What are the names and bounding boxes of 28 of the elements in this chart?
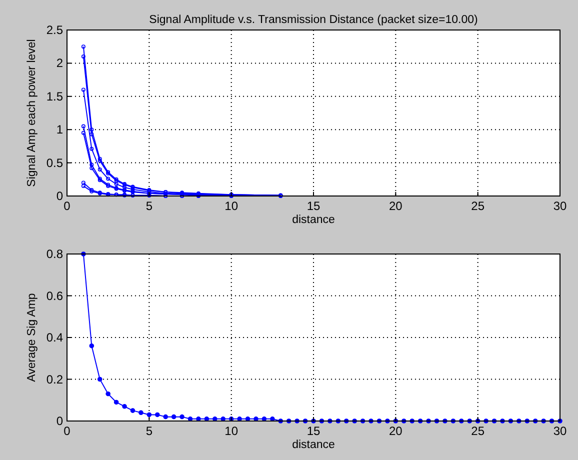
y-tick-label: 2.5 xyxy=(46,23,64,37)
y-tick-label: 1 xyxy=(56,122,64,137)
y-tick-label: 0.6 xyxy=(46,288,64,303)
y-tick-label: 0 xyxy=(56,189,64,203)
x-tick-label: 5 xyxy=(146,424,153,438)
x-tick-label: 10 xyxy=(224,199,238,213)
y-tick-label: 0.4 xyxy=(46,330,64,344)
x-tick-label: 20 xyxy=(388,424,403,438)
x-tick-label: 25 xyxy=(471,199,485,213)
x-tick-label: 15 xyxy=(306,199,320,213)
x-tick-label: 30 xyxy=(553,199,567,213)
x-tick-label: 25 xyxy=(471,424,485,438)
y-tick-label: 2 xyxy=(56,56,64,70)
y-tick-label: 0.5 xyxy=(46,156,64,170)
x-tick-label: 5 xyxy=(146,199,153,213)
y-axis-title: Average Sig Amp xyxy=(26,293,38,382)
y-tick-label: 0.2 xyxy=(46,372,64,386)
x-tick-label: 10 xyxy=(224,424,238,438)
y-tick-label: 0.8 xyxy=(46,247,64,261)
x-tick-label: 30 xyxy=(553,424,567,438)
y-axis-title: Signal Amp each power level xyxy=(26,39,38,187)
x-tick-label: 15 xyxy=(306,424,320,438)
x-axis-title: distance xyxy=(292,214,335,226)
y-tick-label: 0 xyxy=(56,414,64,428)
x-axis-title: distance xyxy=(292,439,335,451)
y-tick-label: 1.5 xyxy=(46,89,64,104)
x-tick-label: 20 xyxy=(388,199,403,213)
chart-title: Signal Amplitude v.s. Transmission Distance (packet size=10.00) xyxy=(149,14,478,26)
